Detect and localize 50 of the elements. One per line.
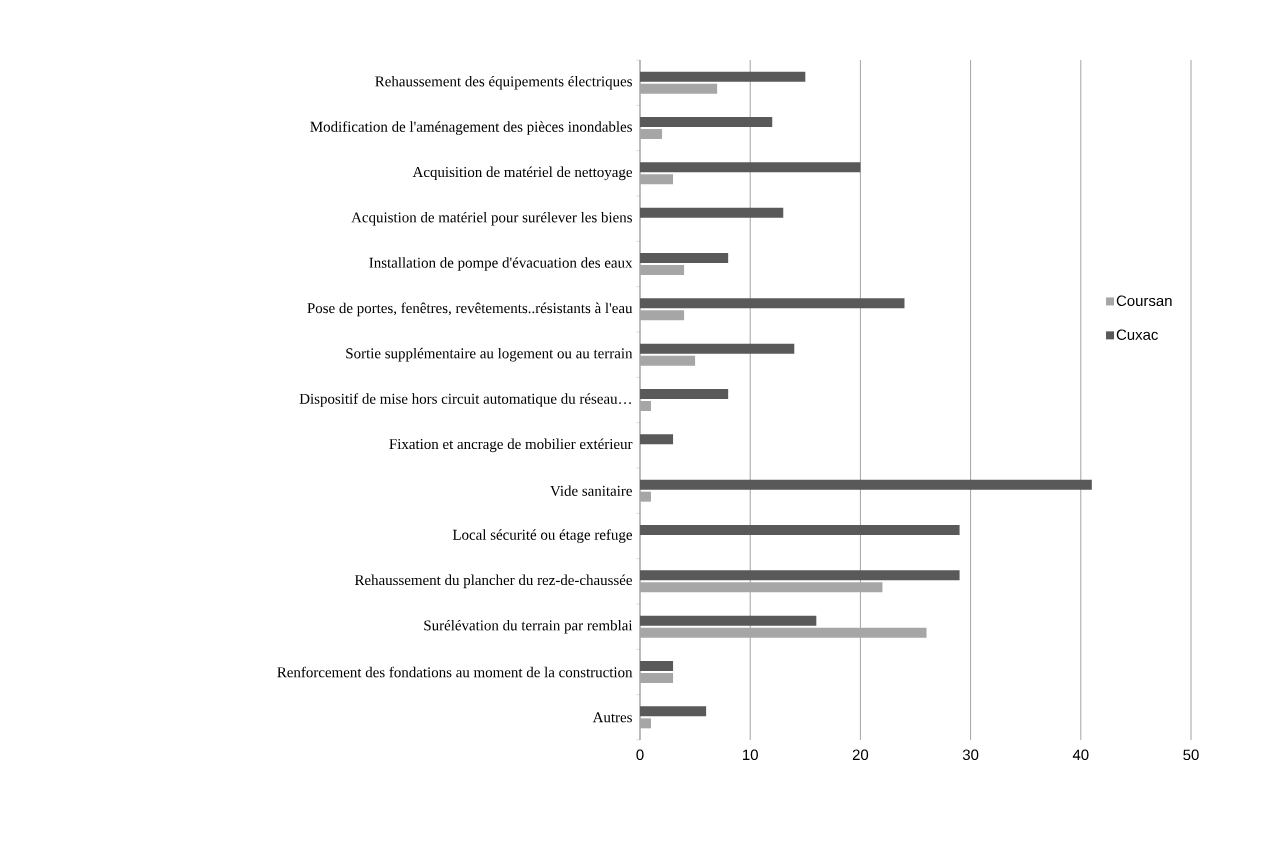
bar	[640, 389, 729, 400]
bar	[640, 525, 960, 536]
bar	[640, 310, 685, 321]
y-tick-label: Installation de pompe d'évacuation des eaux	[369, 257, 633, 271]
bar	[640, 706, 707, 717]
y-tick-label: Local sécurité ou étage refuge	[452, 529, 632, 543]
bar	[640, 570, 960, 581]
bar	[640, 343, 795, 354]
bar	[640, 355, 696, 366]
x-tick-label: 50	[1183, 749, 1199, 761]
y-tick-label: Rehaussement du plancher du rez-de-chaussée	[354, 574, 632, 589]
y-tick-label: Fixation et ancrage de mobilier extérieur	[389, 438, 633, 453]
y-tick-label: Dispositif de mise hors circuit automatique du réseau…	[299, 393, 631, 407]
x-tick-label: 10	[743, 749, 758, 761]
bar	[640, 117, 773, 127]
bar	[640, 673, 674, 683]
bar	[640, 83, 718, 94]
bar	[640, 253, 729, 264]
bar	[640, 718, 652, 729]
bar	[640, 71, 806, 82]
bar	[640, 401, 652, 411]
x-tick-label: 0	[636, 749, 644, 761]
y-tick-label: Sortie supplémentaire au logement ou au terrain	[346, 347, 633, 362]
bar	[640, 298, 905, 309]
y-tick-label: Pose de portes, fenêtres, revêtements..résistants à l'eau	[307, 302, 633, 317]
bar	[640, 491, 652, 502]
y-tick-label: Modification de l'aménagement des pièces inondables	[310, 121, 632, 135]
y-tick-label: Acquisition de matériel de nettoyage	[412, 166, 632, 181]
y-tick-label: Vide sanitaire	[550, 485, 632, 496]
x-tick-label: 20	[852, 749, 869, 761]
x-tick-label: 40	[1072, 749, 1089, 761]
y-tick-label: Renforcement des fondations au moment de la construction	[277, 666, 633, 678]
bar	[640, 207, 784, 218]
y-tick-label: Autres	[592, 712, 632, 723]
bar	[640, 129, 663, 139]
x-tick-label: 30	[962, 749, 979, 761]
bar	[640, 174, 674, 185]
bar	[640, 661, 674, 672]
legend-label: Cuxac	[1116, 329, 1158, 340]
bar	[640, 162, 861, 173]
bar	[640, 265, 685, 275]
bar	[640, 479, 1092, 490]
y-tick-label: Rehaussement des équipements électriques	[375, 75, 632, 90]
y-tick-label: Surélévation du terrain par remblai	[424, 619, 633, 634]
legend-label: Coursan	[1116, 295, 1172, 307]
bar	[640, 627, 927, 638]
bar	[640, 434, 674, 445]
bar	[640, 615, 817, 626]
bar	[640, 582, 883, 593]
y-tick-label: Acquistion de matériel pour surélever les biens	[351, 211, 632, 226]
